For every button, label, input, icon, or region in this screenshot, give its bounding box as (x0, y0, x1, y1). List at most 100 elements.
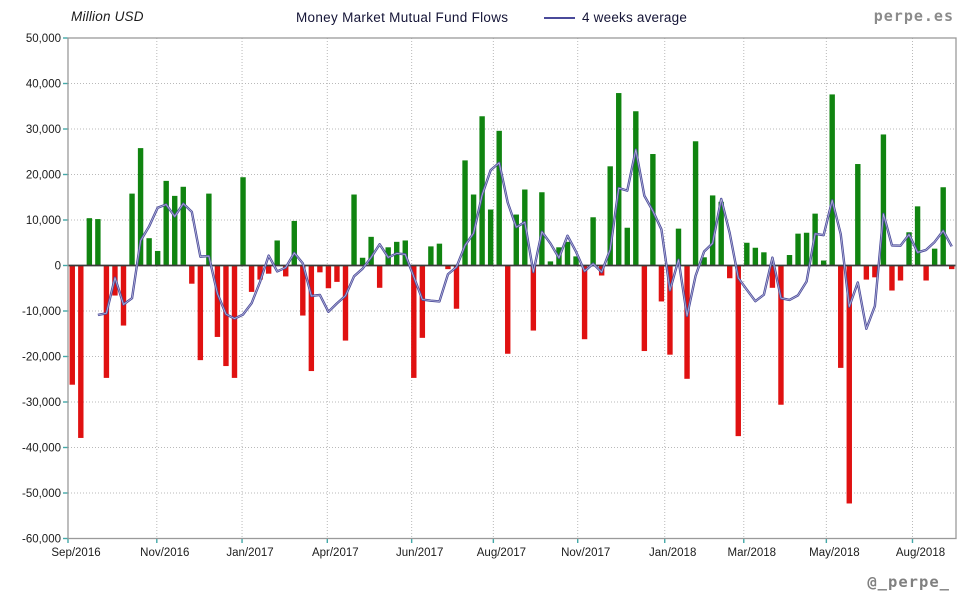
bar-week-94 (863, 265, 870, 280)
bar-week-78 (727, 265, 733, 279)
bar-week-91 (838, 265, 844, 368)
bar-week-16 (197, 265, 204, 361)
bar-week-4 (95, 219, 101, 266)
site-watermark: perpe.es (873, 7, 954, 25)
chart-title: Money Market Mutual Fund Flows (296, 10, 509, 25)
bar-week-29 (308, 265, 315, 372)
x-axis-label: Nov/2016 (140, 547, 189, 559)
bar-week-96 (880, 134, 887, 266)
bar-week-85 (786, 255, 793, 266)
bar-week-5 (103, 265, 110, 378)
y-axis-label: -40,000 (22, 443, 61, 455)
bar-week-68 (641, 265, 648, 352)
y-axis-label: 0 (55, 261, 61, 273)
bar-week-97 (889, 265, 895, 291)
bar-week-2 (78, 265, 84, 438)
bar-week-79 (735, 265, 741, 437)
bar-week-52 (505, 265, 511, 354)
bar-week-65 (616, 93, 622, 266)
bar-week-92 (846, 265, 852, 504)
bar-week-82 (761, 252, 767, 266)
legend: 4 weeks average (544, 10, 687, 25)
x-axis-label: Apr/2017 (312, 547, 359, 559)
bar-week-56 (539, 192, 545, 266)
bar-week-75 (701, 257, 707, 266)
bar-week-12 (163, 180, 169, 266)
bar-week-34 (351, 194, 357, 266)
bar-week-43 (428, 246, 434, 266)
bar-week-86 (795, 233, 801, 266)
bar-week-70 (658, 265, 665, 302)
bar-week-104 (949, 265, 955, 270)
bar-week-44 (436, 243, 443, 266)
bar-week-59 (564, 241, 571, 266)
bar-week-40 (402, 240, 408, 266)
plot-frame (67, 37, 957, 540)
bar-week-81 (752, 247, 759, 266)
bar-week-10 (146, 238, 152, 266)
bar-week-84 (778, 265, 784, 405)
bar-week-7 (120, 265, 127, 326)
bar-week-15 (189, 265, 195, 284)
bar-week-90 (829, 94, 835, 266)
legend-label: 4 weeks average (582, 10, 688, 25)
y-axis-label: -30,000 (22, 397, 61, 409)
bar-week-36 (368, 236, 374, 266)
y-axis-label: 20,000 (26, 170, 61, 182)
bar-week-83 (769, 265, 776, 288)
bar-week-37 (376, 265, 383, 288)
bar-week-33 (342, 265, 349, 341)
bar-week-53 (513, 214, 519, 266)
x-axis-label: Mar/2018 (728, 547, 777, 559)
bar-week-21 (240, 177, 246, 266)
bar-week-100 (914, 206, 921, 266)
x-axis-label: Aug/2018 (896, 547, 945, 559)
bar-week-62 (590, 217, 596, 266)
bar-week-11 (154, 250, 161, 266)
bar-week-51 (496, 130, 502, 266)
bar-week-99 (906, 232, 912, 266)
bar-week-67 (633, 111, 639, 266)
bar-week-8 (129, 193, 135, 266)
bar-week-17 (206, 193, 212, 266)
bar-week-19 (223, 265, 229, 367)
y-axis-label: 50,000 (26, 33, 61, 45)
bar-week-71 (667, 265, 673, 355)
bar-week-9 (137, 148, 144, 266)
bar-week-14 (180, 186, 186, 266)
x-axis-label: Aug/2017 (477, 547, 526, 559)
bar-week-23 (257, 265, 263, 280)
bar-week-74 (692, 141, 699, 266)
bar-week-98 (897, 265, 904, 281)
y-axis-label: -60,000 (22, 534, 61, 546)
bar-week-87 (803, 232, 810, 266)
bar-week-32 (334, 265, 340, 282)
bar-week-13 (172, 195, 178, 266)
bar-week-35 (359, 257, 366, 266)
bar-week-93 (855, 164, 861, 266)
bar-week-30 (317, 265, 323, 273)
bar-week-103 (940, 187, 946, 266)
bar-week-61 (581, 265, 588, 340)
y-axis-label: 10,000 (26, 215, 61, 227)
bar-week-42 (419, 265, 426, 338)
bar-week-89 (820, 260, 827, 266)
bar-week-95 (872, 265, 878, 278)
x-axis-label: Sep/2016 (51, 547, 100, 559)
bar-week-50 (487, 209, 494, 266)
x-axis-label: Jan/2018 (649, 547, 696, 559)
bar-week-46 (453, 265, 460, 309)
bar-week-72 (675, 228, 682, 266)
bar-week-102 (931, 248, 938, 266)
y-axis-label: -50,000 (22, 488, 61, 500)
bar-week-101 (923, 265, 929, 281)
bar-week-3 (86, 218, 93, 266)
bar-week-57 (547, 261, 554, 266)
x-axis-label: May/2018 (809, 547, 860, 559)
y-axis-label: 30,000 (26, 124, 61, 136)
bar-week-76 (709, 195, 716, 266)
y-axis-label: -20,000 (22, 352, 61, 364)
x-axis-label: Jan/2017 (226, 547, 273, 559)
